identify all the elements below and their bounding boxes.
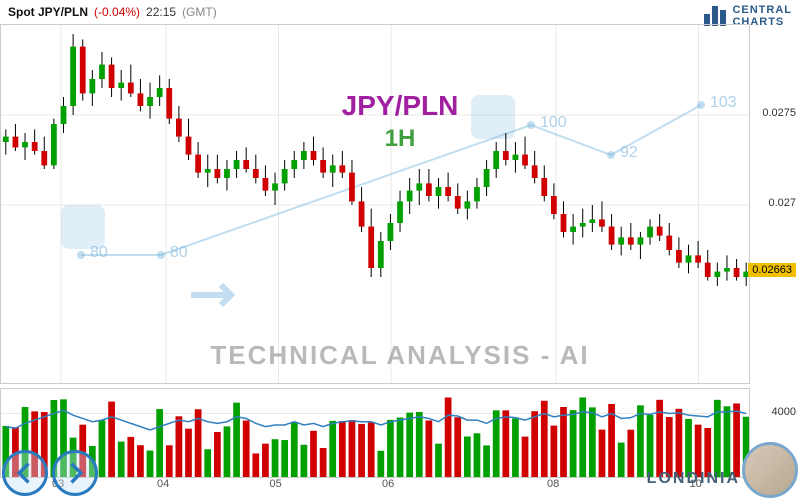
price-change: (-0.04%) [94,5,140,19]
watermark-node-label: 92 [620,144,638,162]
xtick-label: 05 [270,478,282,490]
avatar-icon[interactable] [742,442,798,498]
nav-prev-button[interactable] [2,450,48,496]
ytick-label: 0.0275 [762,107,796,119]
watermark-node-label: 100 [540,114,567,132]
watermark-node-label: 103 [710,94,737,112]
instrument-title: Spot JPY/PLN [8,5,88,19]
timezone: (GMT) [182,5,217,19]
current-price-badge: 0.02663 [748,263,796,277]
time-x-axis: 030405060810 [0,478,750,500]
arrow-right-icon [61,459,89,487]
nav-next-button[interactable] [52,450,98,496]
xtick-label: 08 [547,478,559,490]
arrow-left-icon [11,459,39,487]
pair-watermark: JPY/PLN [342,90,459,122]
watermark-node-label: 80 [170,244,188,262]
price-chart[interactable] [0,24,750,384]
logo-line1: CENTRAL [732,4,792,16]
chart-header: Spot JPY/PLN (-0.04%) 22:15 (GMT) [0,0,800,24]
ta-watermark: TECHNICAL ANALYSIS - AI [210,340,589,371]
xtick-label: 06 [382,478,394,490]
londinia-label: LONDINIA [647,470,740,488]
xtick-label: 04 [157,478,169,490]
watermark-node-label: 80 [90,244,108,262]
time: 22:15 [146,5,176,19]
timeframe-watermark: 1H [385,125,416,153]
volume-chart[interactable] [0,388,750,478]
vol-ytick-label: 4000 [772,406,796,418]
price-y-axis: 0.0275 0.027 0.02663 [750,24,800,384]
ytick-label: 0.027 [768,197,796,209]
